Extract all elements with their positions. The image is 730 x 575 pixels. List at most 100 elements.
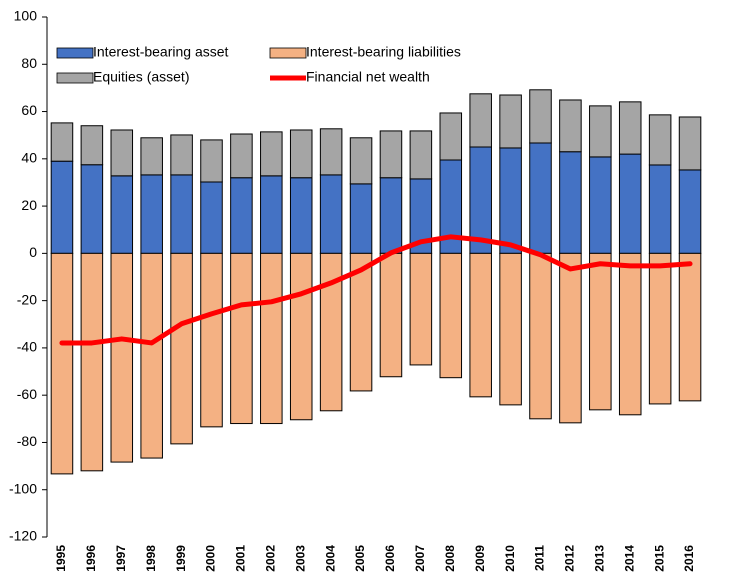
bar xyxy=(469,93,492,148)
y-tick-label: -40 xyxy=(17,339,37,355)
bar xyxy=(110,129,134,177)
bar xyxy=(200,181,223,254)
y-tick-label: -60 xyxy=(17,386,37,402)
bar xyxy=(319,252,343,412)
x-tick-label: 2003 xyxy=(293,545,307,572)
bar xyxy=(499,147,522,254)
y-tick-label: 20 xyxy=(21,197,37,213)
bar xyxy=(499,252,522,406)
bar xyxy=(50,252,74,475)
y-tick-label: -80 xyxy=(17,433,37,449)
bar xyxy=(589,156,612,254)
bar xyxy=(439,112,463,161)
bar xyxy=(559,99,582,153)
bar xyxy=(230,133,253,179)
x-tick-label: 2015 xyxy=(652,545,666,572)
bar xyxy=(260,252,283,425)
bar xyxy=(50,122,74,162)
bar xyxy=(589,105,612,158)
x-tick-label: 2010 xyxy=(503,545,517,572)
bar xyxy=(200,139,223,183)
legend-label: Interest-bearing asset xyxy=(93,44,229,60)
x-tick-label: 1998 xyxy=(144,545,158,572)
x-tick-label: 2007 xyxy=(413,545,427,572)
bar xyxy=(678,116,702,171)
bar xyxy=(618,252,642,416)
legend-label: Financial net wealth xyxy=(306,69,430,85)
bar xyxy=(439,252,463,379)
bar xyxy=(200,252,223,428)
bar xyxy=(80,252,104,472)
bar xyxy=(170,252,193,445)
x-tick-label: 2009 xyxy=(473,545,487,572)
x-tick-label: 2004 xyxy=(323,545,337,572)
bar xyxy=(618,101,642,155)
bar xyxy=(230,177,253,254)
bar xyxy=(379,252,403,378)
x-tick-label: 2014 xyxy=(622,545,636,572)
bar xyxy=(349,183,373,254)
x-tick-label: 2012 xyxy=(563,545,577,572)
x-tick-label: 2000 xyxy=(204,545,218,572)
x-tick-label: 1999 xyxy=(174,545,188,572)
bar xyxy=(618,153,642,254)
bar xyxy=(409,130,433,180)
bar xyxy=(319,174,343,254)
y-tick-label: 100 xyxy=(14,8,38,24)
bar xyxy=(529,252,552,420)
bar xyxy=(50,160,74,254)
bar xyxy=(379,130,403,179)
y-tick-label: 80 xyxy=(21,55,37,71)
bar xyxy=(170,134,193,176)
bar xyxy=(529,89,552,144)
bar xyxy=(559,151,582,254)
bar xyxy=(230,252,253,425)
bar xyxy=(289,177,313,254)
bar xyxy=(529,142,552,254)
bar xyxy=(349,137,373,185)
y-tick-label: -120 xyxy=(9,528,37,544)
x-tick-label: 2006 xyxy=(383,545,397,572)
bar xyxy=(678,169,702,254)
bar xyxy=(648,114,672,166)
y-tick-label: -20 xyxy=(17,291,37,307)
bar xyxy=(260,131,283,177)
bar xyxy=(648,252,672,405)
y-tick-label: -100 xyxy=(9,480,37,496)
bar xyxy=(349,252,373,392)
bar xyxy=(260,175,283,254)
bar xyxy=(170,174,193,254)
x-tick-label: 2001 xyxy=(234,545,248,572)
bar xyxy=(110,252,134,463)
x-tick-label: 2016 xyxy=(682,545,696,572)
x-tick-label: 2013 xyxy=(592,545,606,572)
bar xyxy=(648,164,672,254)
x-tick-label: 2011 xyxy=(533,545,547,571)
bar xyxy=(379,177,403,254)
bar xyxy=(499,94,522,149)
bar xyxy=(589,252,612,411)
bar xyxy=(110,175,134,254)
bar xyxy=(80,125,104,166)
bar xyxy=(140,174,163,254)
y-tick-label: 0 xyxy=(29,244,37,260)
bar xyxy=(559,252,582,424)
bar xyxy=(678,252,702,402)
bar xyxy=(469,252,492,398)
bar xyxy=(289,129,313,179)
x-tick-label: 2008 xyxy=(443,545,457,572)
bar xyxy=(140,137,163,176)
legend-swatch xyxy=(56,72,94,84)
y-tick-label: 60 xyxy=(21,102,37,118)
legend-label: Interest-bearing liabilities xyxy=(306,44,461,60)
legend-label: Equities (asset) xyxy=(93,69,189,85)
x-tick-label: 1997 xyxy=(114,545,128,572)
line xyxy=(59,234,693,346)
y-tick-label: 40 xyxy=(21,150,37,166)
bar xyxy=(289,252,313,421)
x-tick-label: 2002 xyxy=(263,545,277,572)
x-tick-label: 2005 xyxy=(353,545,367,572)
bar xyxy=(140,252,163,459)
